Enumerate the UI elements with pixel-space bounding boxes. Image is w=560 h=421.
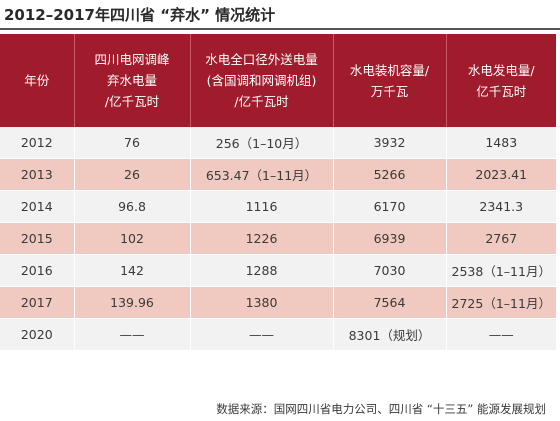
cell-curtailed: 102: [74, 222, 191, 255]
cell-capacity: 3932: [333, 127, 447, 159]
table-title: 2012–2017年四川省 “弃水” 情况统计: [4, 6, 276, 24]
table-body: 2012 76 256（1–10月） 3932 1483 2013 26 653…: [0, 127, 556, 351]
cell-year: 2016: [0, 254, 75, 287]
table-row: 2015 102 1226 6939 2767: [0, 222, 556, 255]
title-divider: [0, 28, 560, 30]
cell-generation: 2767: [446, 222, 556, 255]
cell-curtailed: 96.8: [74, 190, 191, 223]
cell-export: 1380: [190, 286, 334, 319]
header-hydro-generation: 水电发电量/ 亿千瓦时: [446, 34, 556, 127]
cell-year: 2017: [0, 286, 75, 319]
cell-curtailed: 139.96: [74, 286, 191, 319]
cell-year: 2013: [0, 158, 75, 191]
cell-capacity: 8301（规划）: [333, 318, 447, 351]
table-header: 年份 四川电网调峰 弃水电量 /亿千瓦时 水电全口径外送电量 (含国调和网调机组…: [0, 34, 556, 127]
cell-export: 1116: [190, 190, 334, 223]
cell-capacity: 6939: [333, 222, 447, 255]
cell-capacity: 6170: [333, 190, 447, 223]
cell-export: 1288: [190, 254, 334, 287]
cell-year: 2012: [0, 127, 75, 159]
header-line: /亿千瓦时: [104, 94, 160, 109]
header-row: 年份 四川电网调峰 弃水电量 /亿千瓦时 水电全口径外送电量 (含国调和网调机组…: [0, 34, 556, 127]
header-line: 万千瓦: [370, 83, 409, 99]
cell-curtailed: 26: [74, 158, 191, 191]
cell-curtailed: 76: [74, 127, 191, 159]
data-source-note: 数据来源：国网四川省电力公司、四川省 “十三五” 能源发展规划: [216, 402, 546, 416]
cell-capacity: 7030: [333, 254, 447, 287]
header-year: 年份: [0, 34, 75, 127]
table-row: 2020 —— —— 8301（规划） ——: [0, 318, 556, 351]
cell-curtailed: ——: [74, 318, 191, 351]
cell-export: 256（1–10月）: [190, 127, 334, 159]
cell-year: 2015: [0, 222, 75, 255]
cell-export: ——: [190, 318, 334, 351]
cell-capacity: 5266: [333, 158, 447, 191]
header-line: /亿千瓦时: [234, 94, 289, 109]
cell-export: 1226: [190, 222, 334, 255]
statistics-table: 年份 四川电网调峰 弃水电量 /亿千瓦时 水电全口径外送电量 (含国调和网调机组…: [0, 34, 556, 351]
header-line: 水电全口径外送电量: [205, 52, 318, 67]
cell-generation: 2341.3: [446, 190, 556, 223]
header-line: 水电发电量/: [467, 62, 535, 78]
cell-year: 2020: [0, 318, 75, 351]
cell-capacity: 7564: [333, 286, 447, 319]
header-line: 四川电网调峰: [94, 52, 170, 67]
table-row: 2013 26 653.47（1–11月） 5266 2023.41: [0, 158, 556, 191]
header-hydro-export: 水电全口径外送电量 (含国调和网调机组) /亿千瓦时: [190, 34, 334, 127]
header-installed-capacity: 水电装机容量/ 万千瓦: [333, 34, 447, 127]
table-row: 2016 142 1288 7030 2538（1–11月）: [0, 254, 556, 287]
header-line: 亿千瓦时: [476, 83, 527, 99]
cell-generation: ——: [446, 318, 556, 351]
table-row: 2014 96.8 1116 6170 2341.3: [0, 190, 556, 223]
header-line: (含国调和网调机组): [206, 73, 317, 88]
cell-generation: 1483: [446, 127, 556, 159]
header-line: 水电装机容量/: [349, 62, 430, 78]
cell-generation: 2538（1–11月）: [446, 254, 556, 287]
table-row: 2017 139.96 1380 7564 2725（1–11月）: [0, 286, 556, 319]
header-line: 年份: [24, 73, 50, 88]
header-curtailed-hydro: 四川电网调峰 弃水电量 /亿千瓦时: [74, 34, 191, 127]
cell-year: 2014: [0, 190, 75, 223]
header-line: 弃水电量: [106, 73, 157, 88]
cell-export: 653.47（1–11月）: [190, 158, 334, 191]
cell-curtailed: 142: [74, 254, 191, 287]
table-row: 2012 76 256（1–10月） 3932 1483: [0, 127, 556, 159]
cell-generation: 2725（1–11月）: [446, 286, 556, 319]
cell-generation: 2023.41: [446, 158, 556, 191]
